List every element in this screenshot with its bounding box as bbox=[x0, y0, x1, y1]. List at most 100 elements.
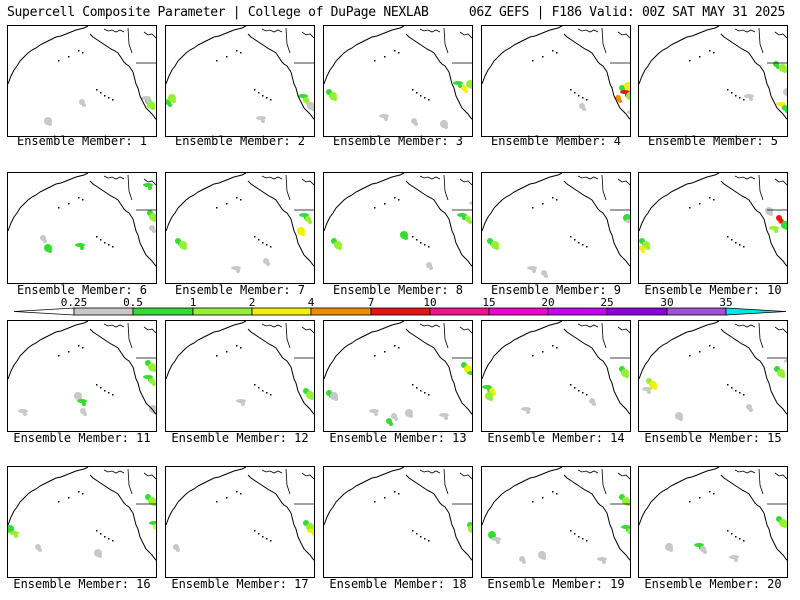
island bbox=[424, 97, 426, 99]
island bbox=[262, 536, 264, 538]
scp-fill-area bbox=[749, 408, 753, 412]
boundary-line bbox=[774, 472, 787, 480]
boundary-line bbox=[774, 178, 787, 186]
island bbox=[542, 351, 544, 353]
island bbox=[384, 56, 386, 58]
ensemble-member-label: Ensemble Member: 15 bbox=[644, 431, 782, 445]
boundary-line bbox=[601, 322, 607, 349]
scp-fill-area bbox=[152, 229, 156, 233]
island bbox=[254, 236, 256, 238]
island bbox=[574, 92, 576, 94]
scp-fill-area bbox=[776, 102, 786, 106]
island bbox=[82, 52, 84, 54]
island bbox=[266, 392, 268, 394]
coastline bbox=[324, 26, 405, 85]
boundary-line bbox=[285, 322, 291, 349]
coastline bbox=[720, 474, 765, 514]
island bbox=[236, 50, 238, 52]
island bbox=[398, 493, 400, 495]
ensemble-map bbox=[324, 467, 472, 561]
boundary-line bbox=[127, 27, 133, 54]
scp-fill-area bbox=[153, 218, 156, 222]
island bbox=[424, 392, 426, 394]
ensemble-member-label: Ensemble Member: 13 bbox=[329, 431, 467, 445]
ensemble-map bbox=[324, 321, 473, 426]
island bbox=[713, 199, 715, 201]
ensemble-map bbox=[482, 467, 630, 564]
scp-fill-area bbox=[404, 236, 408, 240]
scp-fill-area bbox=[592, 402, 596, 406]
boundary-line bbox=[459, 31, 472, 39]
island bbox=[709, 50, 711, 52]
boundary-line bbox=[758, 27, 764, 54]
scp-fill-area bbox=[749, 97, 753, 101]
colorbar-segment bbox=[73, 307, 134, 316]
scp-fill-area bbox=[156, 528, 157, 532]
island bbox=[258, 92, 260, 94]
island bbox=[739, 538, 741, 540]
colorbar-segment bbox=[310, 307, 372, 316]
boundary-line bbox=[301, 31, 314, 39]
ensemble-map bbox=[166, 467, 314, 561]
coastline bbox=[448, 218, 472, 267]
island bbox=[556, 347, 558, 349]
island bbox=[532, 207, 534, 209]
ensemble-member-label: Ensemble Member: 9 bbox=[490, 283, 622, 297]
scp-fill-area bbox=[168, 103, 172, 107]
scp-fill-area bbox=[602, 560, 606, 564]
scp-fill-area bbox=[75, 243, 85, 247]
island bbox=[570, 530, 572, 532]
ensemble-member-label: Ensemble Member: 12 bbox=[171, 431, 309, 445]
scp-fill-area bbox=[642, 387, 652, 391]
coastline bbox=[563, 474, 608, 514]
ensemble-map bbox=[482, 173, 631, 278]
coastline bbox=[8, 26, 89, 85]
island bbox=[226, 497, 228, 499]
ensemble-map bbox=[8, 26, 156, 126]
scp-fill-area bbox=[630, 222, 631, 226]
island bbox=[96, 89, 98, 91]
coastline bbox=[166, 321, 247, 380]
scp-fill-area bbox=[496, 540, 500, 544]
boundary-line bbox=[617, 326, 630, 334]
ensemble-panel bbox=[638, 25, 788, 137]
island bbox=[398, 199, 400, 201]
boundary-line bbox=[127, 468, 133, 495]
scp-fill-area bbox=[77, 399, 87, 403]
scp-fill-area bbox=[582, 107, 586, 111]
boundary-line bbox=[601, 27, 607, 54]
island bbox=[412, 530, 414, 532]
island bbox=[416, 92, 418, 94]
boundary-line bbox=[577, 323, 599, 328]
scp-fill-area bbox=[464, 89, 468, 93]
scp-fill-area bbox=[298, 94, 308, 98]
island bbox=[394, 491, 396, 493]
scp-fill-area bbox=[472, 374, 473, 378]
island bbox=[394, 345, 396, 347]
island bbox=[266, 97, 268, 99]
scp-fill-area bbox=[482, 385, 492, 389]
island bbox=[258, 239, 260, 241]
ensemble-member-label: Ensemble Member: 8 bbox=[332, 283, 464, 297]
island bbox=[104, 536, 106, 538]
ensemble-member-label: Ensemble Member: 4 bbox=[490, 134, 622, 148]
island bbox=[727, 530, 729, 532]
island bbox=[240, 493, 242, 495]
scp-fill-area bbox=[152, 382, 156, 386]
colorbar-tick-label: 0.5 bbox=[123, 296, 143, 309]
colorbar-segment bbox=[132, 307, 194, 316]
boundary-line bbox=[103, 28, 125, 33]
boundary-line bbox=[459, 326, 472, 334]
coastline bbox=[720, 33, 765, 73]
island bbox=[739, 97, 741, 99]
island bbox=[735, 95, 737, 97]
colorbar-right-arrow bbox=[725, 307, 787, 316]
ensemble-map bbox=[482, 321, 630, 415]
island bbox=[743, 99, 745, 101]
scp-fill-area bbox=[241, 402, 245, 406]
scp-fill-area bbox=[183, 246, 187, 250]
ensemble-member-label: Ensemble Member: 14 bbox=[487, 431, 625, 445]
coastline bbox=[8, 321, 89, 380]
scp-fill-area bbox=[48, 122, 52, 126]
scp-fill-area bbox=[489, 397, 493, 401]
